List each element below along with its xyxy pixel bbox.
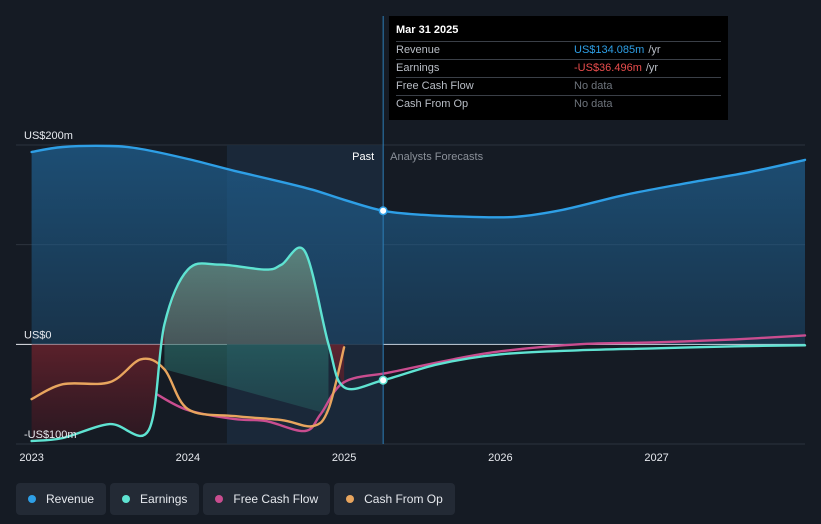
earnings-dot-icon <box>122 495 131 503</box>
tooltip-unit: /yr <box>648 44 661 56</box>
legend-label: Revenue <box>46 492 95 506</box>
tooltip-date: Mar 31 2025 <box>396 24 459 36</box>
tooltip-value: No data <box>574 80 613 92</box>
cash-from-op-line <box>30 346 346 428</box>
y-axis-label-zero: US$0 <box>24 329 52 341</box>
tooltip-row-cash-from-op: Cash From Op No data <box>396 95 721 113</box>
series-lines <box>30 144 807 443</box>
past-label: Past <box>352 151 374 163</box>
legend-item-earnings[interactable]: Earnings <box>110 483 200 515</box>
tooltip-row-free-cash-flow: Free Cash Flow No data <box>396 77 721 95</box>
x-tick-label: 2027 <box>644 452 668 464</box>
tooltip-label: Revenue <box>396 44 441 56</box>
x-tick-label: 2026 <box>488 452 512 464</box>
x-tick-label: 2023 <box>19 452 43 464</box>
area-fills <box>31 145 806 441</box>
tooltip-row-revenue: Revenue US$134.085m /yr <box>396 41 721 59</box>
tooltip-label: Free Cash Flow <box>396 80 474 92</box>
tooltip-row-earnings: Earnings -US$36.496m /yr <box>396 59 721 77</box>
earnings-marker <box>378 375 388 385</box>
revenue-area <box>31 145 806 345</box>
tooltip-value: US$134.085m <box>574 44 645 56</box>
x-tick-label: 2024 <box>176 452 200 464</box>
revenue-dot-icon <box>28 495 36 503</box>
data-tooltip: Mar 31 2025 Revenue US$134.085m /yr Earn… <box>389 16 728 120</box>
tooltip-label: Cash From Op <box>396 98 469 110</box>
revenue-marker <box>378 206 388 216</box>
tooltip-value: No data <box>574 98 613 110</box>
legend-label: Earnings <box>140 492 188 506</box>
tooltip-unit: /yr <box>645 62 659 74</box>
legend-item-cash-from-op[interactable]: Cash From Op <box>334 483 455 515</box>
revenue-line <box>30 144 807 219</box>
legend-label: Free Cash Flow <box>233 492 319 506</box>
earnings-line <box>30 246 807 443</box>
markers <box>378 206 388 385</box>
tooltip-value: -US$36.496m <box>574 62 642 74</box>
earnings-area <box>164 247 329 415</box>
y-axis-label-bottom: -US$100m <box>24 429 77 441</box>
legend-item-free-cash-flow[interactable]: Free Cash Flow <box>203 483 331 515</box>
tooltip-label: Earnings <box>396 62 440 74</box>
y-axis-label-top: US$200m <box>24 130 73 142</box>
legend-item-revenue[interactable]: Revenue <box>16 483 107 515</box>
x-tick-label: 2025 <box>332 452 356 464</box>
free-cash-flow-dot-icon <box>215 495 224 503</box>
free-cash-flow-line <box>155 334 807 433</box>
x-axis-ticks: 2023 2024 2025 2026 2027 <box>19 452 668 464</box>
legend-label: Cash From Op <box>364 492 443 506</box>
legend: Revenue Earnings Free Cash Flow Cash Fro… <box>16 483 455 515</box>
forecast-label: Analysts Forecasts <box>390 151 483 163</box>
cash-from-op-dot-icon <box>346 495 355 503</box>
